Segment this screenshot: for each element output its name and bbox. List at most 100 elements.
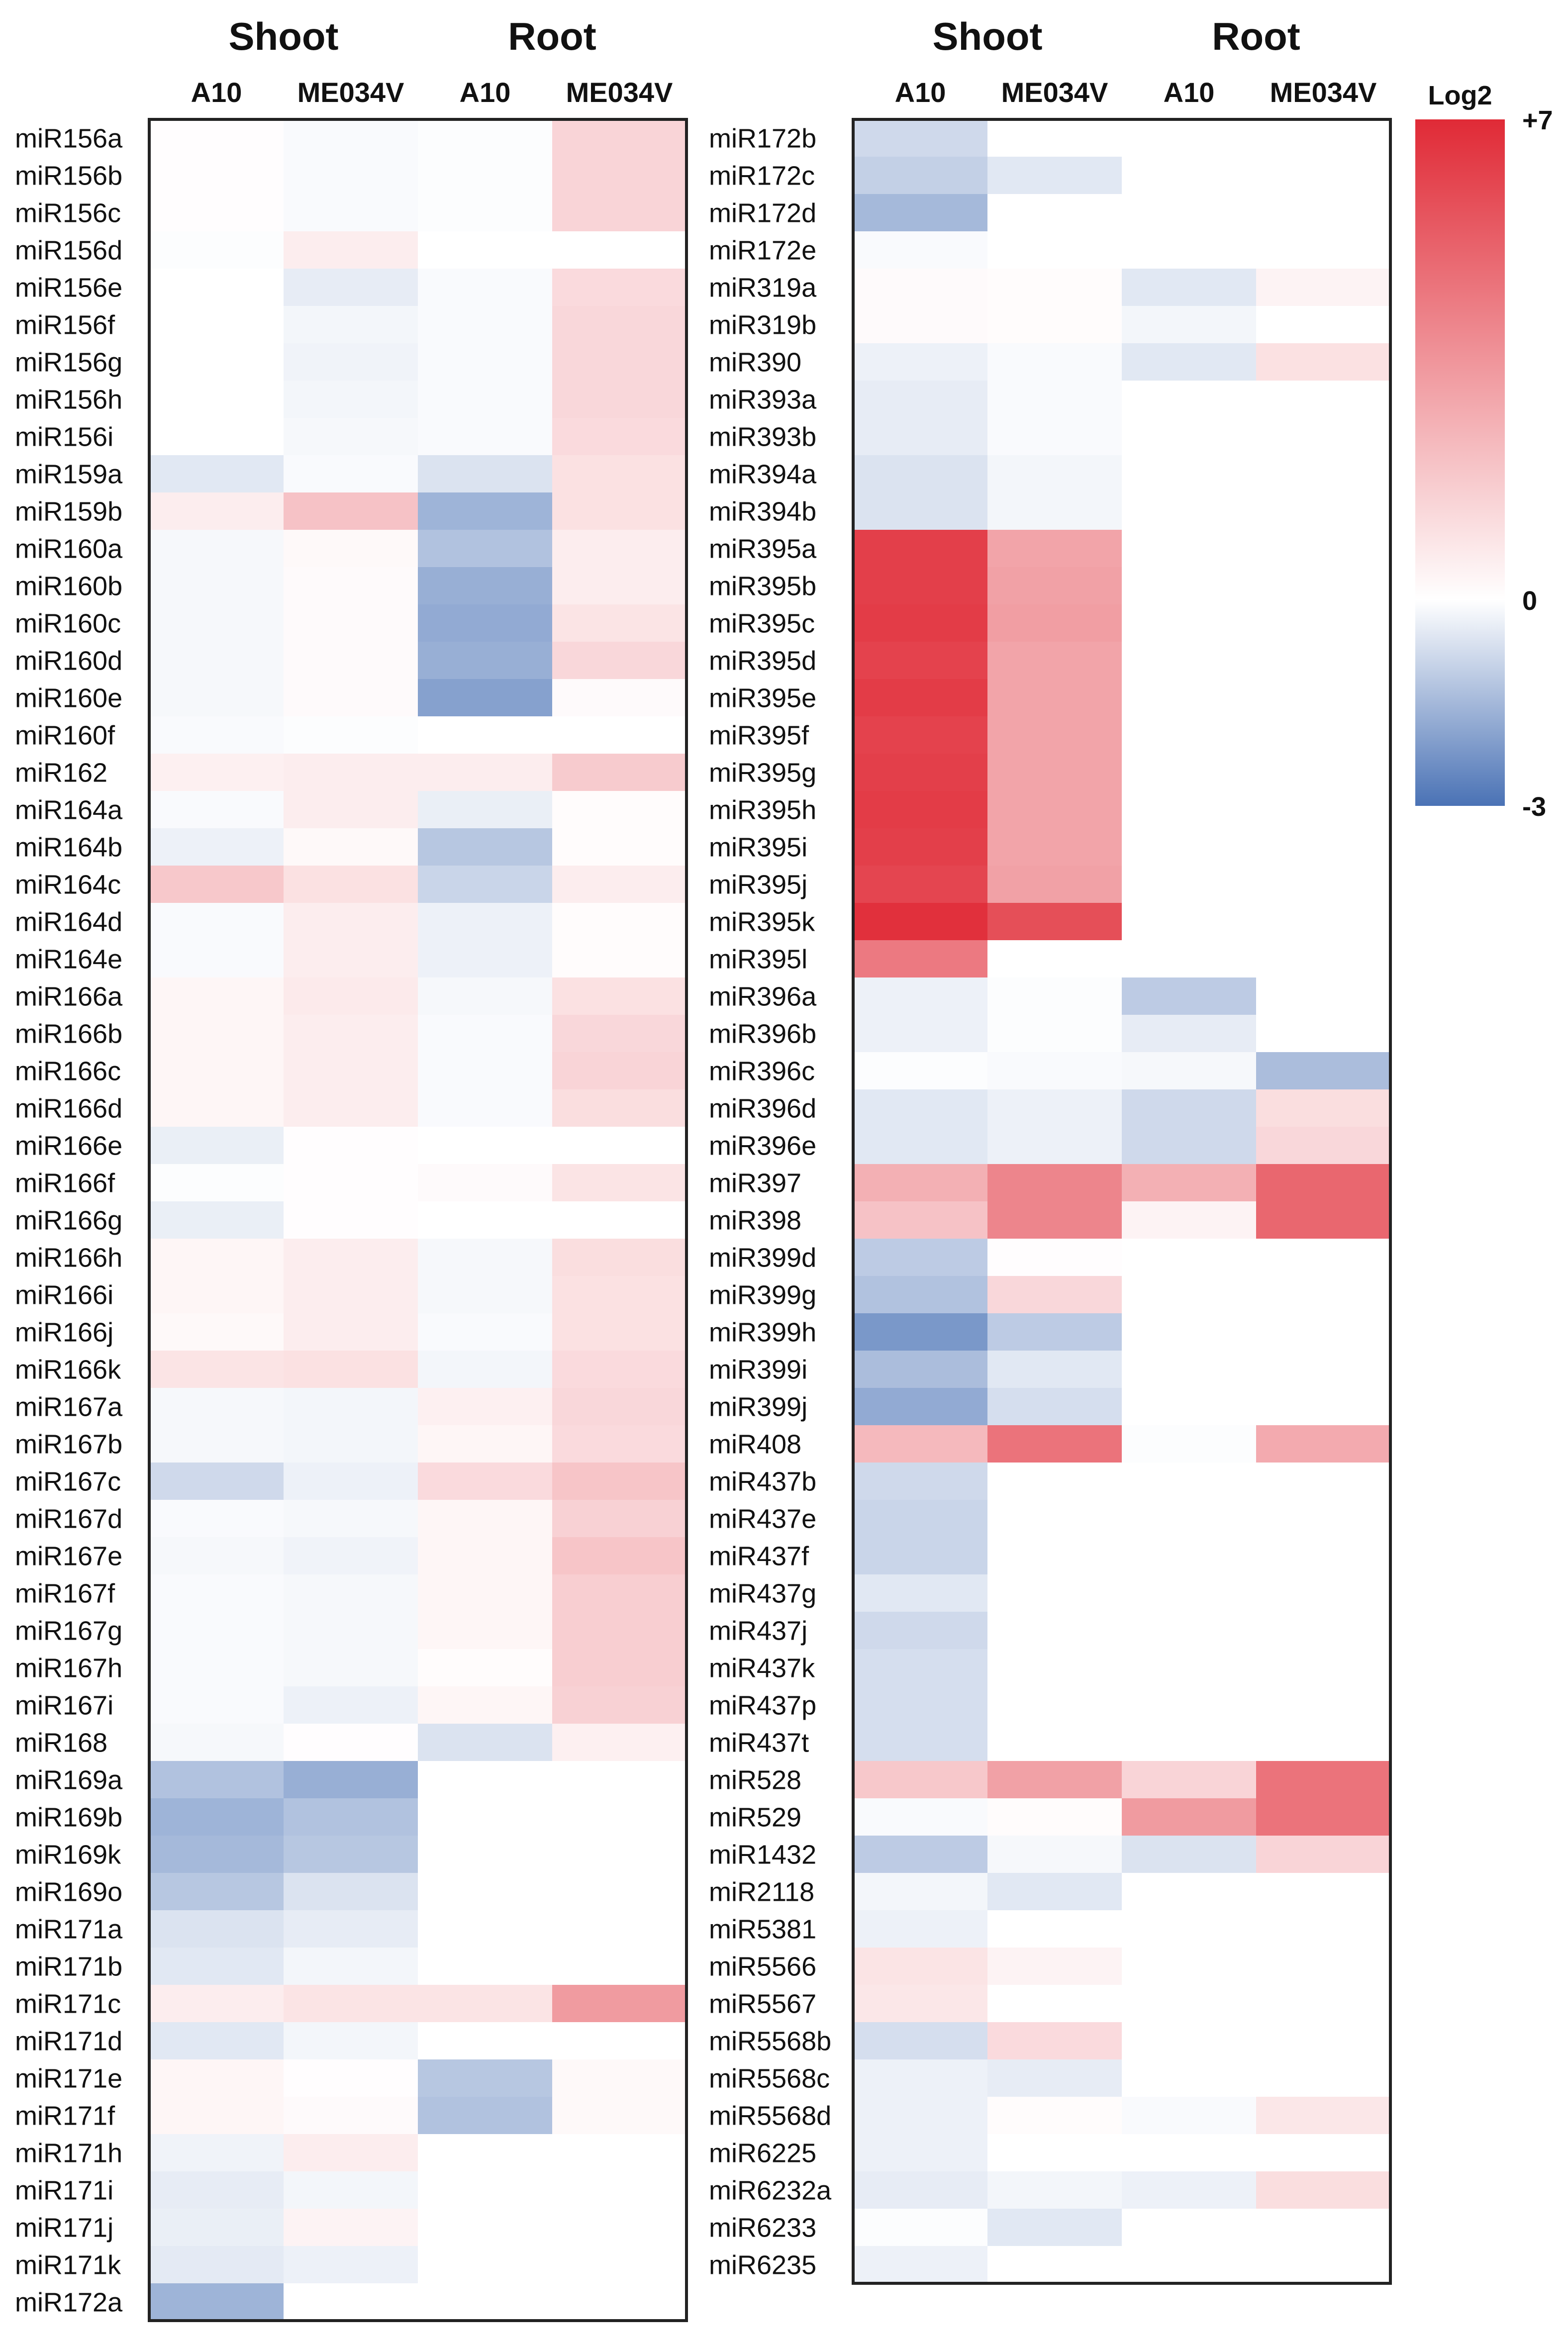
heatmap-cell [552, 2097, 687, 2135]
heatmap-cell [987, 492, 1122, 530]
heatmap-cell [284, 791, 418, 829]
heatmap-cell [284, 940, 418, 978]
row-label: miR6233 [709, 2213, 816, 2243]
heatmap-cell [987, 1985, 1122, 2023]
row-label: miR396e [709, 1131, 816, 1161]
row-label: miR437j [709, 1616, 807, 1646]
row-label: miR160c [15, 609, 121, 639]
heatmap-cell [987, 716, 1122, 754]
heatmap-cell [1122, 1127, 1257, 1165]
heatmap-cell [1122, 1425, 1257, 1463]
column-header: ME034V [1001, 77, 1108, 108]
heatmap-cell [418, 1425, 553, 1463]
heatmap-cell [149, 455, 284, 493]
heatmap-cell [418, 381, 553, 418]
heatmap-cell [552, 1948, 687, 1985]
heatmap-cell [1256, 455, 1391, 493]
heatmap-cell [1256, 2209, 1391, 2246]
heatmap-cell [1122, 1537, 1257, 1575]
row-label: miR169b [15, 1803, 122, 1833]
heatmap-cell [552, 1052, 687, 1090]
row-label: miR399d [709, 1243, 816, 1273]
heatmap-cell [284, 716, 418, 754]
row-label: miR171b [15, 1952, 122, 1982]
heatmap-cell [1122, 940, 1257, 978]
heatmap-cell [284, 754, 418, 791]
heatmap-cell [1122, 119, 1257, 157]
row-label: miR169a [15, 1765, 123, 1795]
heatmap-cell [284, 530, 418, 568]
heatmap-cell [1256, 1276, 1391, 1314]
heatmap-cell [1256, 828, 1391, 866]
row-label: miR166f [15, 1169, 115, 1198]
heatmap-cell [149, 381, 284, 418]
heatmap-cell [284, 1649, 418, 1687]
heatmap-cell [284, 1388, 418, 1426]
row-label: miR171d [15, 2027, 122, 2056]
heatmap-cell [149, 1351, 284, 1388]
heatmap-cell [1256, 157, 1391, 195]
heatmap-cell [418, 1239, 553, 1276]
heatmap-cell [1122, 1015, 1257, 1053]
heatmap-cell [1122, 1649, 1257, 1687]
heatmap-cell [552, 418, 687, 456]
heatmap-cell [987, 1164, 1122, 1202]
heatmap-cell [284, 269, 418, 306]
heatmap-cell [284, 1574, 418, 1612]
heatmap-cell [552, 2209, 687, 2246]
heatmap-cell [552, 119, 687, 157]
heatmap-cell [1256, 940, 1391, 978]
heatmap-cell [284, 492, 418, 530]
row-label: miR160e [15, 683, 122, 713]
heatmap-cell [853, 1052, 988, 1090]
heatmap-cell [284, 231, 418, 269]
heatmap-cell [1256, 754, 1391, 791]
heatmap-cell [149, 1239, 284, 1276]
row-label: miR398 [709, 1206, 801, 1236]
heatmap-cell [418, 1836, 553, 1873]
heatmap-cell [853, 418, 988, 456]
heatmap-cell [853, 1836, 988, 1873]
heatmap-cell [987, 604, 1122, 642]
heatmap-cell [149, 1500, 284, 1538]
column-header: ME034V [297, 77, 404, 108]
heatmap-cell [284, 567, 418, 605]
heatmap-cell [149, 1574, 284, 1612]
heatmap-cell [1256, 1164, 1391, 1202]
heatmap-cell [284, 679, 418, 717]
row-label: miR437g [709, 1579, 816, 1609]
row-label: miR395b [709, 572, 816, 601]
heatmap-cell [284, 1201, 418, 1239]
row-label: miR319a [709, 273, 817, 303]
heatmap-cell [149, 1089, 284, 1127]
heatmap-cell [853, 1985, 988, 2023]
heatmap-cell [552, 1761, 687, 1799]
row-label: miR171e [15, 2064, 122, 2094]
heatmap-cell [853, 455, 988, 493]
heatmap-cell [418, 1761, 553, 1799]
colorbar-gradient [1415, 119, 1505, 806]
row-label: miR164c [15, 870, 121, 900]
row-label: miR171h [15, 2139, 122, 2168]
row-label: miR395f [709, 721, 809, 751]
heatmap-cell [1122, 1313, 1257, 1351]
heatmap-cell [1256, 1798, 1391, 1836]
panel-frames [148, 118, 1392, 2322]
heatmap-cell [284, 828, 418, 866]
heatmap-cell [552, 381, 687, 418]
heatmap-cell [284, 1873, 418, 1911]
row-label: miR5567 [709, 1989, 816, 2019]
heatmap-cell [853, 828, 988, 866]
row-label: miR395c [709, 609, 815, 639]
heatmap-cell [853, 1425, 988, 1463]
heatmap-cell [853, 1164, 988, 1202]
heatmap-cell [1122, 1798, 1257, 1836]
row-label: miR166c [15, 1057, 121, 1086]
heatmap-cell [418, 716, 553, 754]
heatmap-cell [1256, 604, 1391, 642]
heatmap-cell [149, 1836, 284, 1873]
heatmap-cell [853, 157, 988, 195]
heatmap-cell [1122, 1052, 1257, 1090]
heatmap-cell [987, 343, 1122, 381]
heatmap-cell [1256, 1052, 1391, 1090]
